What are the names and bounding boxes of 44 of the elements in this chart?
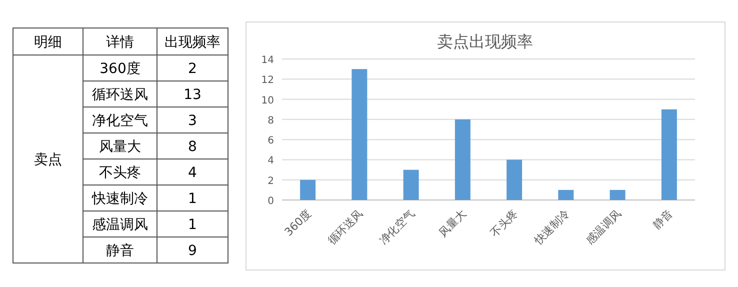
text: 8 — [188, 139, 197, 155]
x-tick-label: 不头疼 — [488, 206, 520, 240]
x-tick-label: 感温调风 — [583, 206, 624, 248]
text: 详情 — [106, 34, 134, 50]
y-tick-label: 8 — [268, 115, 274, 126]
text: 360度 — [100, 61, 140, 77]
text: 循环送风 — [92, 87, 148, 103]
y-tick-label: 6 — [268, 136, 274, 147]
text: 快速制冷 — [91, 191, 148, 207]
text: 9 — [188, 243, 197, 259]
text: 3 — [188, 113, 197, 129]
bar — [352, 69, 368, 200]
y-tick-label: 2 — [268, 176, 274, 187]
bar — [506, 160, 522, 200]
text: 卖点 — [34, 152, 62, 168]
text: 出现频率 — [164, 34, 220, 50]
x-tick-label: 风量大 — [436, 206, 469, 240]
bar — [558, 190, 574, 200]
y-tick-label: 10 — [261, 95, 274, 106]
chart-title: 卖点出现频率 — [437, 32, 533, 51]
bar — [300, 180, 316, 200]
text: 1 — [188, 217, 197, 233]
bar — [661, 109, 677, 200]
text: 不头疼 — [99, 165, 141, 181]
text: 风量大 — [99, 139, 141, 155]
x-tick-label: 净化空气 — [376, 206, 418, 248]
x-tick-label: 快速制冷 — [531, 206, 572, 248]
y-tick-label: 4 — [268, 156, 274, 167]
bar — [610, 190, 626, 200]
text: 2 — [188, 61, 197, 77]
x-tick-label: 循环送风 — [325, 206, 366, 248]
text: 静音 — [106, 243, 134, 259]
y-tick-label: 12 — [261, 75, 274, 86]
text: 明细 — [34, 34, 62, 50]
x-tick-label: 静音 — [650, 206, 676, 232]
text: 1 — [188, 191, 197, 207]
text: 4 — [188, 165, 198, 181]
y-tick-label: 14 — [261, 55, 274, 66]
x-tick-label: 360度 — [282, 206, 314, 239]
bar — [454, 119, 470, 200]
y-tick-label: 0 — [268, 196, 274, 207]
text: 净化空气 — [92, 113, 148, 129]
text: 13 — [184, 87, 202, 103]
bar — [403, 170, 419, 200]
